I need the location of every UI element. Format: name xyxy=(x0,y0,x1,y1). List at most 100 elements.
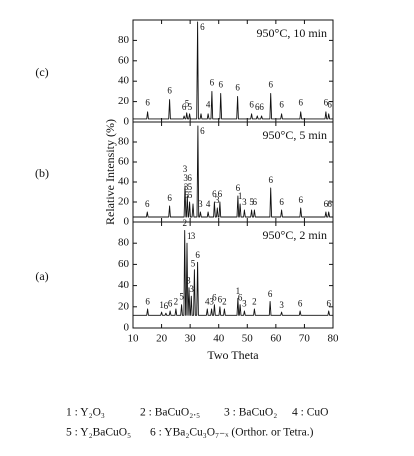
panel-title: 950°C, 2 min xyxy=(263,228,327,242)
peak-label: 6 xyxy=(279,197,284,207)
peak-label: 6 xyxy=(259,102,264,112)
peak-label: 6 xyxy=(168,299,173,309)
y-tick-label: 20 xyxy=(118,196,130,208)
y-tick-label: 80 xyxy=(118,136,130,148)
legend-entry: 5 : Y₂BaCuO₅ xyxy=(66,427,131,439)
x-tick-label: 80 xyxy=(328,333,340,345)
peak-label: 6 xyxy=(236,183,241,193)
legend-entry: 6 : YBa₂Cu₃O₇₋ₓ (Orthor. or Tetra.) xyxy=(150,427,314,439)
y-tick-label: 20 xyxy=(118,95,130,107)
peak-label: 3 xyxy=(186,275,191,285)
peak-label: 6 xyxy=(164,301,169,311)
peak-label: 1 xyxy=(238,191,243,201)
peak-label: 6 xyxy=(167,85,172,95)
y-tick-label: 40 xyxy=(118,75,130,87)
peak-label: 6 xyxy=(145,98,150,108)
peak-label: 6 xyxy=(218,79,223,89)
peak-label: 6 xyxy=(326,299,331,309)
peak-label: 6 xyxy=(212,292,217,302)
x-tick-label: 20 xyxy=(156,333,168,345)
peak-label: 6 xyxy=(298,98,303,108)
panel-label: (a) xyxy=(35,269,48,283)
peak-label: 4 xyxy=(205,297,210,307)
panel-title: 950°C, 5 min xyxy=(263,128,327,142)
peak-label: 2 xyxy=(252,297,257,307)
peak-label: 3 xyxy=(183,164,188,174)
peak-label: 6 xyxy=(200,22,205,32)
legend-entry: 3 : BaCuO₂ xyxy=(224,407,277,419)
x-tick-label: 50 xyxy=(242,333,254,345)
peak-label: 5 xyxy=(188,182,193,192)
peak-label: 2 xyxy=(222,297,227,307)
peak-label: 6 xyxy=(249,100,254,110)
peak-label: 6 xyxy=(298,299,303,309)
y-tick-label: 80 xyxy=(118,237,130,249)
peak-label: 3 xyxy=(198,199,203,209)
peak-label: 6 xyxy=(324,199,329,209)
y-tick-label: 0 xyxy=(124,322,130,334)
y-tick-label: 40 xyxy=(118,279,130,291)
peak-label: 6 xyxy=(268,79,273,89)
peak-label: 3 xyxy=(183,173,188,183)
y-tick-label: 80 xyxy=(118,34,130,46)
y-tick-label: 60 xyxy=(118,54,130,66)
peak-label: 6 xyxy=(218,295,223,305)
peak-label: 3 xyxy=(279,300,284,310)
x-tick-label: 70 xyxy=(299,333,311,345)
peak-label: 2 xyxy=(174,297,179,307)
panel-label: (b) xyxy=(35,166,49,180)
x-tick-label: 30 xyxy=(185,333,197,345)
peak-label: 1 xyxy=(236,286,241,296)
spectrum-line xyxy=(133,230,333,316)
peak-label: 6 xyxy=(182,102,187,112)
peak-label: 6 xyxy=(212,189,217,199)
y-tick-label: 20 xyxy=(118,300,130,312)
peak-label: 3 xyxy=(191,231,196,241)
x-tick-label: 40 xyxy=(213,333,225,345)
peak-label: 6 xyxy=(210,77,215,87)
peak-label: 5 xyxy=(188,102,193,112)
peak-label: 6 xyxy=(268,175,273,185)
y-tick-label: 0 xyxy=(124,216,130,228)
peak-label: 6 xyxy=(268,289,273,299)
spectrum-line xyxy=(133,125,333,218)
peak-label: 6 xyxy=(167,193,172,203)
peak-label: 1 xyxy=(187,231,192,241)
peak-label: 3 xyxy=(242,197,247,207)
peak-label: 2 xyxy=(182,218,187,228)
panel-label: (c) xyxy=(35,65,48,79)
peak-label: 3 xyxy=(215,195,220,205)
peak-label: 5 xyxy=(184,190,189,200)
peak-label: 5 xyxy=(188,190,193,200)
panel-frame xyxy=(132,221,334,329)
legend-entry: 4 : CuO xyxy=(292,407,328,419)
y-axis-label: Relative Intensity (%) xyxy=(103,119,117,225)
y-tick-label: 0 xyxy=(124,116,130,128)
peak-label: 6 xyxy=(187,173,192,183)
peak-label: 6 xyxy=(298,195,303,205)
peak-label: 6 xyxy=(145,199,150,209)
legend-entry: 1 : Y₂O₃ xyxy=(66,407,105,419)
x-tick-label: 10 xyxy=(128,333,140,345)
spectrum-line xyxy=(133,21,333,120)
peak-label: 6 xyxy=(327,100,332,110)
y-tick-label: 60 xyxy=(118,258,130,270)
peak-label: 6 xyxy=(195,250,200,260)
x-tick-label: 60 xyxy=(270,333,282,345)
peak-label: 3 xyxy=(242,299,247,309)
peak-label: 3 xyxy=(184,182,189,192)
y-tick-label: 60 xyxy=(118,156,130,168)
peak-label: 6 xyxy=(252,197,257,207)
peak-label: 5 xyxy=(185,99,190,109)
peak-label: 6 xyxy=(218,189,223,199)
peak-label: 5 xyxy=(179,291,184,301)
peak-label: 6 xyxy=(324,98,329,108)
peak-label: 6 xyxy=(235,82,240,92)
peak-label: 4 xyxy=(206,100,211,110)
peak-label: 6 xyxy=(327,199,332,209)
peak-label: 1 xyxy=(159,300,164,310)
peak-label: 6 xyxy=(255,102,260,112)
peak-label: 6 xyxy=(145,297,150,307)
